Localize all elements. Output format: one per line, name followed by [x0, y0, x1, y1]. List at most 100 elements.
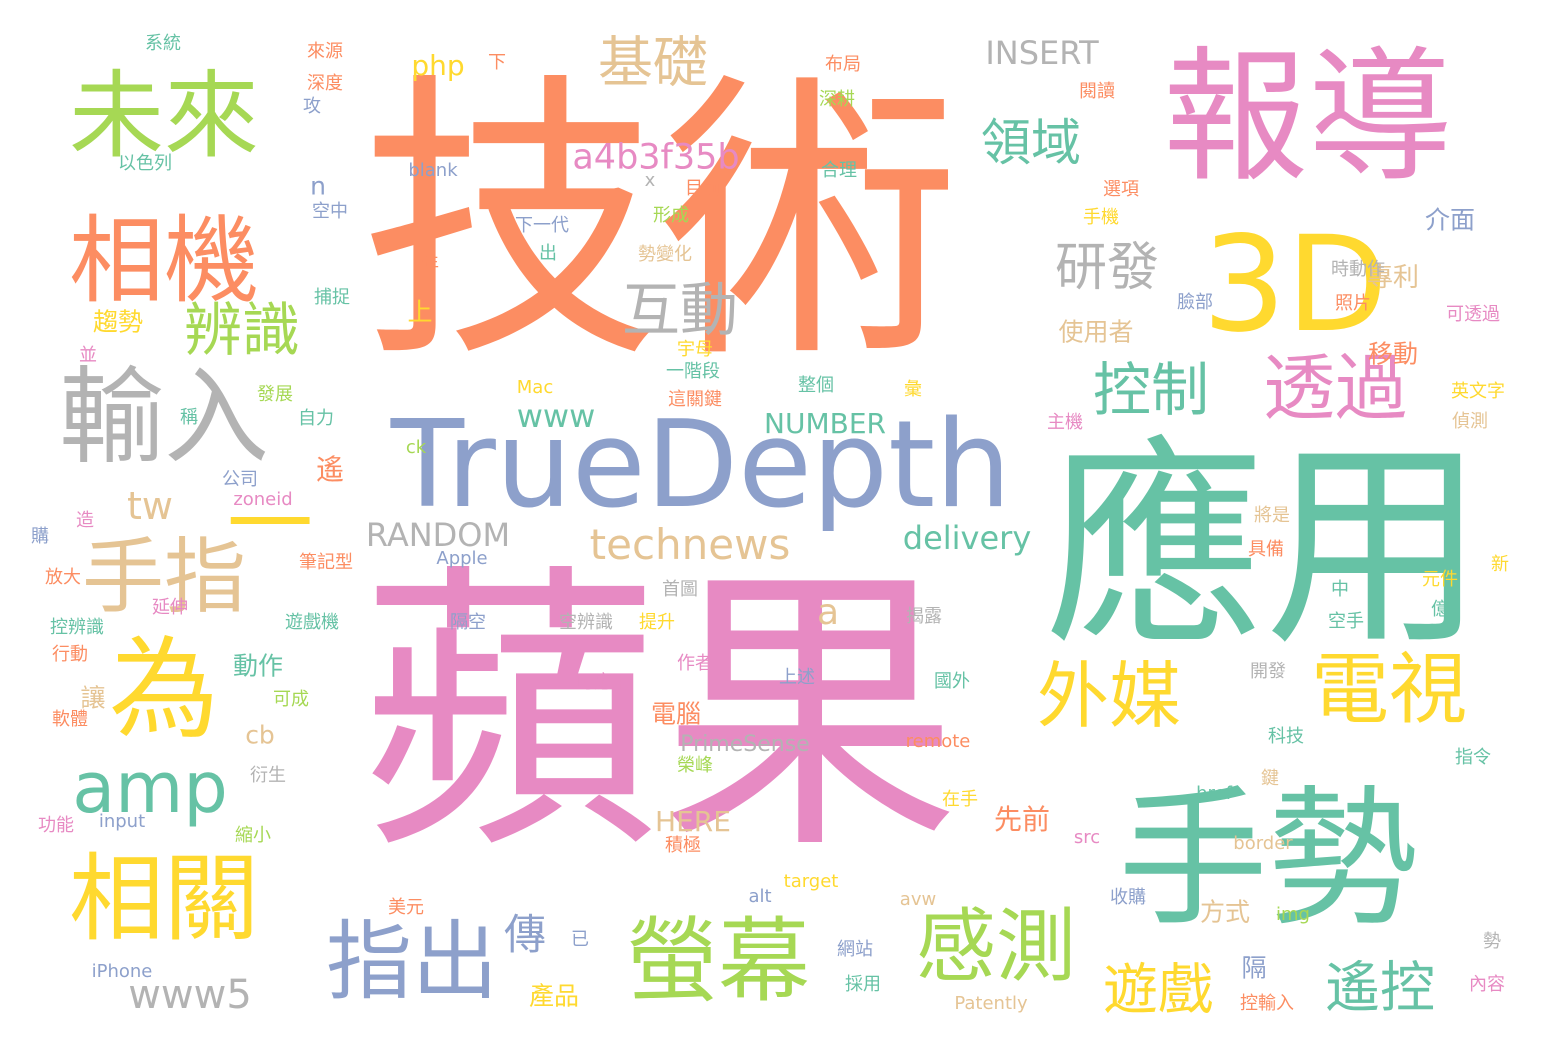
word-item-151: 勢	[1483, 931, 1501, 952]
word-img: img	[1276, 904, 1310, 925]
word-item-25: 遊戲	[1102, 957, 1214, 1022]
word-item-124: 可應用	[576, 672, 630, 693]
word-mac: Mac	[516, 377, 554, 398]
word-item-147: 美元	[388, 897, 424, 918]
word-item-101: 造	[76, 510, 94, 531]
word-item-55: 讓	[80, 683, 106, 713]
word-item-15: 指出	[326, 912, 498, 1012]
word-item-110: 中	[1331, 579, 1349, 600]
word-item-104: 購	[31, 526, 49, 547]
word-item-126: 國外	[934, 671, 970, 692]
word-item-50: 動作	[232, 651, 284, 681]
word-item-155: 控輸入	[1240, 993, 1294, 1014]
word-item-135: 功能	[38, 815, 74, 836]
word-item-113: 控辨識	[50, 617, 104, 638]
word-item-67: 目前	[685, 178, 721, 199]
word-border: border	[1233, 833, 1293, 854]
word-item-0: 技術	[360, 49, 960, 398]
word-item-77: 出	[539, 243, 557, 264]
word-item-42: 使用者	[1058, 317, 1134, 347]
word-item-93: 稱	[180, 407, 198, 428]
word-item-148: 已	[571, 929, 589, 950]
word-item-11: 為	[109, 626, 219, 754]
word-amp: amp	[72, 747, 228, 829]
word-delivery: delivery	[902, 519, 1032, 557]
word-src: src	[1073, 827, 1101, 848]
word-item-70: 深耕	[819, 89, 855, 110]
word-item-8: 未來	[68, 61, 260, 172]
word-item-59: 系統	[145, 33, 181, 54]
word-item-4: 報導	[1163, 33, 1453, 203]
word-item-122: 作者	[677, 653, 713, 674]
word-item-134: 鍵	[1261, 768, 1279, 789]
word-cb: cb	[245, 720, 275, 750]
word-item-153: 採用	[845, 974, 881, 995]
word-item-21: 互動	[621, 276, 739, 344]
word-truedepth: TrueDepth	[390, 396, 1012, 535]
word-iphone: iPhone	[91, 961, 153, 982]
word-item-111: 元件	[1422, 569, 1458, 590]
word-item-80: 捕捉	[314, 287, 350, 308]
word-www5: www5	[128, 972, 252, 1018]
word-item-121: 行動	[52, 644, 88, 665]
word-item-60: 來源	[307, 41, 343, 62]
word-item-19: 外媒	[1036, 654, 1182, 738]
word-item-119: 空手	[1328, 611, 1364, 632]
word-item-72: 選項	[1103, 179, 1139, 200]
word-item-43: 移動	[1367, 339, 1419, 369]
word-tw: tw	[127, 484, 173, 528]
word-item-26: 基礎	[597, 30, 709, 95]
word-item-10: 相關	[68, 844, 260, 955]
word-item-105: 筆記型	[299, 552, 353, 573]
word-item-120: 億	[1431, 599, 1449, 620]
word-item-64: 下	[488, 52, 506, 73]
word-3d: 3D	[1202, 208, 1388, 362]
word-item-36: 傳	[503, 910, 547, 959]
word-item-81: 時動作	[1331, 259, 1385, 280]
word-item-96: 主機	[1047, 412, 1083, 433]
word-item-146: 收購	[1110, 887, 1146, 908]
word-item-103: 具備	[1248, 539, 1284, 560]
word-number: NUMBER	[764, 407, 886, 440]
word-item-22: 辨識	[183, 296, 301, 364]
word-item-132: 榮峰	[677, 755, 713, 776]
word-primesense: PrimeSense	[680, 732, 810, 757]
word-item-68: 合理	[821, 160, 857, 181]
word-alt: alt	[748, 886, 772, 907]
word-item-98: 公司	[222, 469, 258, 490]
word-item-95: 這關鍵	[668, 389, 722, 410]
word-item-138: 在手	[942, 789, 978, 810]
word-target: target	[783, 871, 839, 892]
word-apple: Apple	[436, 548, 488, 569]
word-item-14: 手指	[81, 530, 247, 625]
word-item-131: 科技	[1268, 726, 1304, 747]
word-item-127: 開發	[1250, 661, 1286, 682]
word-item-79: 年	[421, 254, 439, 275]
word-item-149: 網站	[837, 939, 873, 960]
word-item-41: 趨勢	[92, 307, 144, 337]
word-item-24: 遙控	[1324, 955, 1436, 1020]
word-item-156: 內容	[1469, 974, 1505, 995]
word-item-71: 閱讀	[1079, 81, 1115, 102]
word-item-118: 揭露	[906, 606, 942, 627]
word-item-76: 形成	[653, 205, 689, 226]
word-item-75: 下一代	[515, 215, 569, 236]
word-item-3: 手勢	[1117, 773, 1419, 947]
word-item-97: 偵測	[1452, 411, 1488, 432]
word-item-137: 縮小	[235, 825, 271, 846]
word-item-27: 研發	[1054, 238, 1160, 298]
word-ck: ck	[405, 437, 427, 458]
word-item-57: 上	[407, 297, 433, 327]
word-item-2: 應用	[1044, 419, 1486, 675]
word-item-108: 延伸	[152, 597, 188, 618]
word-item-23: 控制	[1092, 356, 1210, 424]
word-a4b3f35b: a4b3f35b	[572, 137, 740, 178]
word-item-102: 將是	[1254, 505, 1290, 526]
word-item-82: 照片	[1335, 293, 1371, 314]
word-item-40: 專利	[1366, 263, 1420, 293]
word-item-51: 產品	[528, 981, 580, 1011]
word-item-133: 指令	[1455, 747, 1491, 768]
word-item-7: 輸入	[58, 356, 270, 479]
word-item-54: 遙	[315, 453, 345, 486]
